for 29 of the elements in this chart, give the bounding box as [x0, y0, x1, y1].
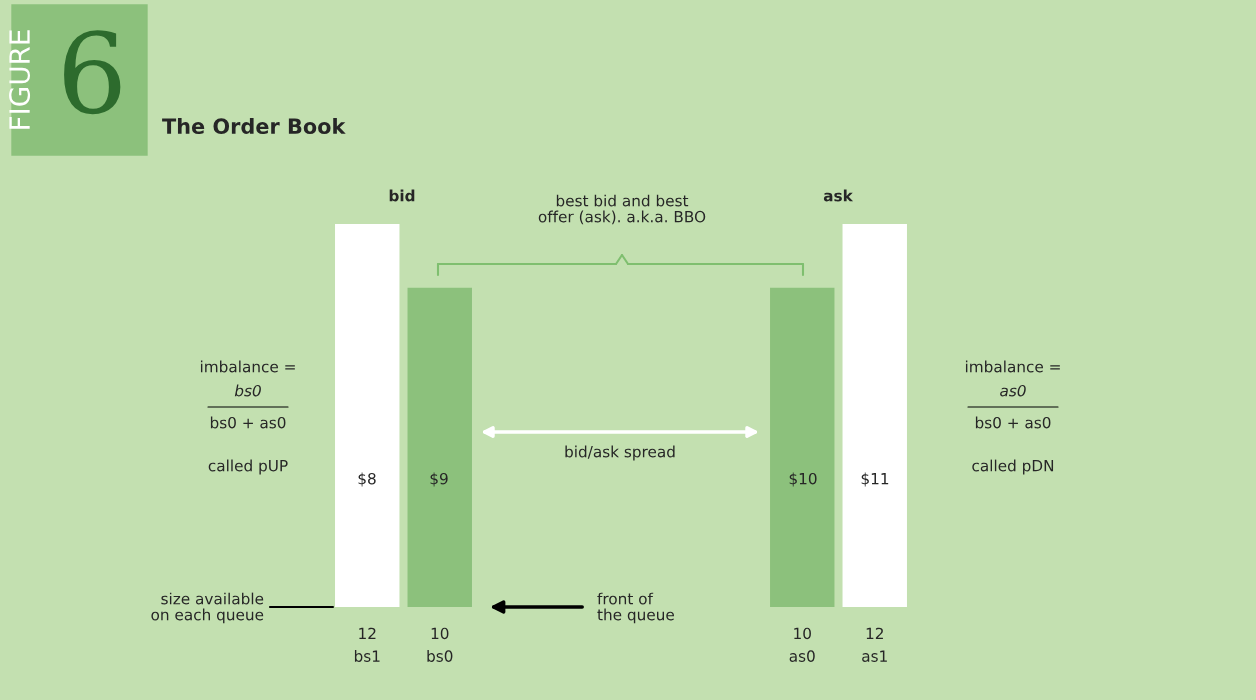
text: called pDN [972, 459, 1054, 475]
data-label: 12 [866, 627, 883, 639]
annotation: bid/ask spread [565, 445, 675, 461]
annotation: $10 [789, 472, 817, 487]
data-label: 10 [794, 627, 811, 640]
data-label: 10 [431, 627, 449, 640]
text: bs0 + as0 [210, 416, 286, 429]
text: bs0 + as0 [975, 416, 1051, 429]
annotation: $11 [861, 472, 889, 487]
annotation: $8 [358, 472, 376, 487]
annotation: front of the queue [597, 592, 674, 624]
x-tick-label: bs1 [354, 650, 380, 662]
text: size available on each queue [151, 592, 264, 624]
text: ask [823, 189, 854, 202]
text: FIGURE [9, 30, 31, 129]
text: imbalance = [965, 360, 1060, 373]
text: bid [389, 189, 415, 202]
x-tick-label: as0 [789, 650, 815, 662]
x-tick-label: bs0 [427, 650, 453, 662]
text: 6 [64, 30, 121, 115]
text: as0 [1000, 384, 1026, 397]
data-label: 12 [359, 627, 376, 639]
text: bs0 [234, 384, 261, 397]
annotation: $9 [430, 472, 448, 487]
text: imbalance = [200, 360, 295, 373]
text: called pUP [208, 459, 288, 475]
chart-title: The Order Book [162, 117, 346, 135]
annotation: best bid and best offer (ask). a.k.a. BBO [538, 194, 706, 225]
x-tick-label: as1 [862, 650, 887, 662]
